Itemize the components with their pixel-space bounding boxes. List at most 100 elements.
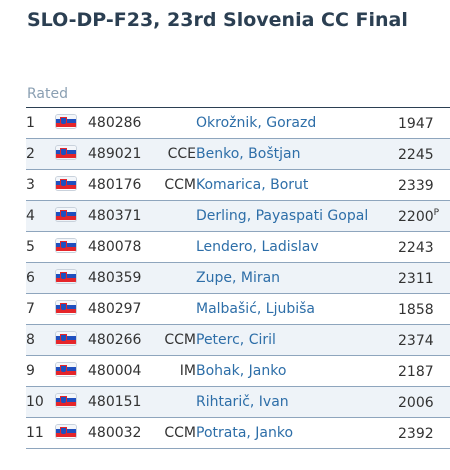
player-name-link[interactable]: Rihtarič, Ivan: [196, 386, 398, 418]
table-row: 4 480371 Derling, Payaspati Gopal 2200P: [26, 200, 450, 232]
player-rating: 2392: [398, 417, 450, 449]
player-fide-id: 489021: [88, 138, 156, 170]
player-fide-id: 480359: [88, 262, 156, 294]
player-title: IM: [156, 355, 196, 387]
table-row: 6 480359 Zupe, Miran 2311: [26, 262, 450, 294]
slovenia-flag-icon: [56, 362, 76, 376]
player-rating-value: 1858: [398, 301, 434, 318]
player-flag-cell: [56, 324, 88, 356]
player-name-link[interactable]: Malbašić, Ljubiša: [196, 293, 398, 325]
players-table: 1 480286 Okrožnik, Gorazd 1947 2 489021 CCE Ben…: [26, 107, 450, 449]
player-name-link[interactable]: Benko, Boštjan: [196, 138, 398, 170]
player-rating-value: 2245: [398, 146, 434, 163]
player-rating: 2200P: [398, 200, 450, 232]
slovenia-flag-icon: [56, 393, 76, 407]
player-fide-id: 480297: [88, 293, 156, 325]
table-row: 1 480286 Okrožnik, Gorazd 1947: [26, 107, 450, 139]
player-rating: 2006: [398, 386, 450, 418]
player-rating-value: 2311: [398, 270, 434, 287]
player-rating: 2311: [398, 262, 450, 294]
table-row: 9 480004 IM Bohak, Janko 2187: [26, 355, 450, 387]
player-rating-value: 2200: [398, 208, 434, 225]
player-title: CCM: [156, 417, 196, 449]
player-rank: 3: [26, 169, 56, 201]
player-rank: 11: [26, 417, 56, 449]
player-fide-id: 480151: [88, 386, 156, 418]
player-flag-cell: [56, 169, 88, 201]
table-row: 7 480297 Malbašić, Ljubiša 1858: [26, 293, 450, 325]
player-name-link[interactable]: Komarica, Borut: [196, 169, 398, 201]
player-title: [156, 231, 196, 263]
player-rank: 8: [26, 324, 56, 356]
player-rating-value: 2392: [398, 425, 434, 442]
table-row: 2 489021 CCE Benko, Boštjan 2245: [26, 138, 450, 170]
player-fide-id: 480371: [88, 200, 156, 232]
table-row: 10 480151 Rihtarič, Ivan 2006: [26, 386, 450, 418]
slovenia-flag-icon: [56, 238, 76, 252]
player-name-link[interactable]: Okrožnik, Gorazd: [196, 107, 398, 139]
player-rating: 2374: [398, 324, 450, 356]
table-row: 5 480078 Lendero, Ladislav 2243: [26, 231, 450, 263]
player-rating: 2245: [398, 138, 450, 170]
player-flag-cell: [56, 293, 88, 325]
player-rating: 2243: [398, 231, 450, 263]
player-name-link[interactable]: Peterc, Ciril: [196, 324, 398, 356]
player-title: CCM: [156, 324, 196, 356]
player-flag-cell: [56, 200, 88, 232]
slovenia-flag-icon: [56, 331, 76, 345]
player-fide-id: 480078: [88, 231, 156, 263]
player-rank: 10: [26, 386, 56, 418]
player-name-link[interactable]: Derling, Payaspati Gopal: [196, 200, 398, 232]
player-title: [156, 200, 196, 232]
player-flag-cell: [56, 107, 88, 139]
player-rank: 7: [26, 293, 56, 325]
player-title: CCM: [156, 169, 196, 201]
slovenia-flag-icon: [56, 176, 76, 190]
player-name-link[interactable]: Bohak, Janko: [196, 355, 398, 387]
player-rating-value: 2339: [398, 177, 434, 194]
slovenia-flag-icon: [56, 207, 76, 221]
slovenia-flag-icon: [56, 145, 76, 159]
slovenia-flag-icon: [56, 269, 76, 283]
player-rating: 2187: [398, 355, 450, 387]
player-rank: 2: [26, 138, 56, 170]
player-fide-id: 480176: [88, 169, 156, 201]
table-row: 3 480176 CCM Komarica, Borut 2339: [26, 169, 450, 201]
player-flag-cell: [56, 355, 88, 387]
player-title: [156, 293, 196, 325]
page-title: SLO-DP-F23, 23rd Slovenia CC Final: [27, 9, 408, 31]
player-fide-id: 480266: [88, 324, 156, 356]
player-rating: 1858: [398, 293, 450, 325]
player-title: [156, 386, 196, 418]
section-label-rated: Rated: [27, 86, 68, 102]
player-rating: 2339: [398, 169, 450, 201]
player-rank: 9: [26, 355, 56, 387]
provisional-marker: P: [433, 207, 440, 218]
player-rating: 1947: [398, 107, 450, 139]
player-title: [156, 262, 196, 294]
player-name-link[interactable]: Potrata, Janko: [196, 417, 398, 449]
player-flag-cell: [56, 417, 88, 449]
player-rank: 6: [26, 262, 56, 294]
player-title: CCE: [156, 138, 196, 170]
player-title: [156, 107, 196, 139]
table-row: 11 480032 CCM Potrata, Janko 2392: [26, 417, 450, 449]
player-flag-cell: [56, 262, 88, 294]
player-rating-value: 2243: [398, 239, 434, 256]
player-fide-id: 480286: [88, 107, 156, 139]
player-rank: 4: [26, 200, 56, 232]
player-rating-value: 1947: [398, 115, 434, 132]
player-rating-value: 2187: [398, 363, 434, 380]
player-rating-value: 2006: [398, 394, 434, 411]
player-fide-id: 480032: [88, 417, 156, 449]
player-flag-cell: [56, 231, 88, 263]
player-name-link[interactable]: Zupe, Miran: [196, 262, 398, 294]
player-rank: 5: [26, 231, 56, 263]
slovenia-flag-icon: [56, 424, 76, 438]
player-flag-cell: [56, 138, 88, 170]
slovenia-flag-icon: [56, 114, 76, 128]
player-name-link[interactable]: Lendero, Ladislav: [196, 231, 398, 263]
table-row: 8 480266 CCM Peterc, Ciril 2374: [26, 324, 450, 356]
player-flag-cell: [56, 386, 88, 418]
slovenia-flag-icon: [56, 300, 76, 314]
